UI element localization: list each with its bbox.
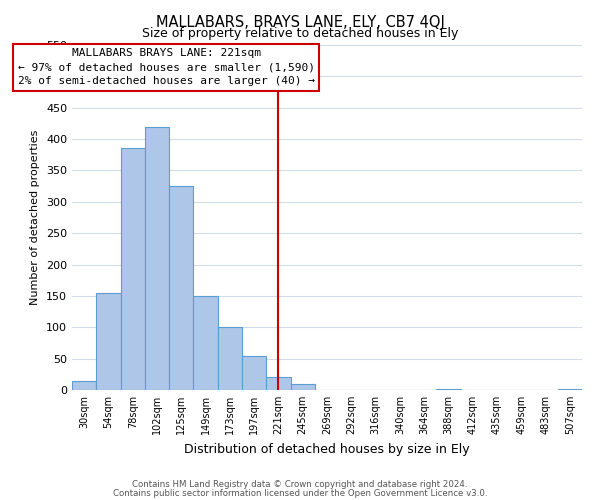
Bar [145,126,169,390]
Bar [121,148,145,390]
Text: Size of property relative to detached houses in Ely: Size of property relative to detached ho… [142,28,458,40]
Text: MALLABARS, BRAYS LANE, ELY, CB7 4QJ: MALLABARS, BRAYS LANE, ELY, CB7 4QJ [155,15,445,30]
Bar [96,293,121,390]
Bar [242,356,266,390]
Bar [193,296,218,390]
Bar [290,384,315,390]
X-axis label: Distribution of detached houses by size in Ely: Distribution of detached houses by size … [184,442,470,456]
Text: Contains HM Land Registry data © Crown copyright and database right 2024.: Contains HM Land Registry data © Crown c… [132,480,468,489]
Bar [169,186,193,390]
Bar [558,388,582,390]
Text: Contains public sector information licensed under the Open Government Licence v3: Contains public sector information licen… [113,488,487,498]
Text: MALLABARS BRAYS LANE: 221sqm
← 97% of detached houses are smaller (1,590)
2% of : MALLABARS BRAYS LANE: 221sqm ← 97% of de… [18,48,315,86]
Bar [436,388,461,390]
Bar [218,328,242,390]
Bar [72,380,96,390]
Y-axis label: Number of detached properties: Number of detached properties [31,130,40,305]
Bar [266,378,290,390]
